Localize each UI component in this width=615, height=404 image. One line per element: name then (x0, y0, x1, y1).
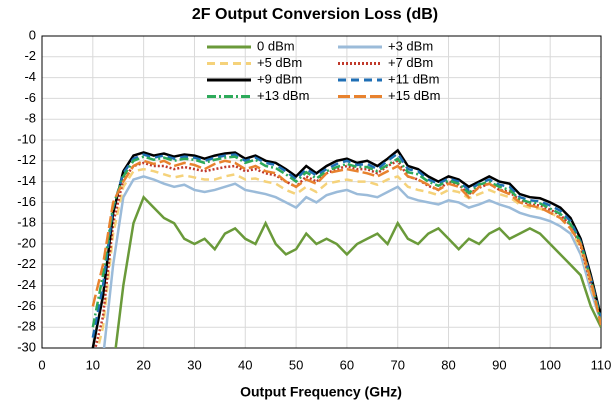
x-tick-label: 100 (539, 357, 561, 372)
y-tick-label: -30 (17, 339, 36, 354)
x-tick-label: 20 (136, 357, 150, 372)
y-tick-label: -12 (17, 152, 36, 167)
y-tick-label: 0 (29, 27, 36, 42)
x-tick-label: 60 (340, 357, 354, 372)
series-line (102, 175, 601, 348)
x-tick-label: 80 (441, 357, 455, 372)
series-line (91, 148, 601, 348)
y-tick-label: -28 (17, 319, 36, 334)
y-tick-label: -4 (24, 69, 36, 84)
series-line (91, 151, 601, 338)
legend-label: +7 dBm (388, 55, 433, 70)
x-tick-label: 30 (187, 357, 201, 372)
x-tick-label: 0 (38, 357, 45, 372)
series-line (94, 159, 601, 348)
x-tick-label: 90 (492, 357, 506, 372)
x-tick-label: 70 (390, 357, 404, 372)
legend-label: +11 dBm (388, 71, 439, 86)
y-tick-label: -22 (17, 256, 36, 271)
plot-lines (91, 148, 601, 348)
legend-label: +13 dBm (257, 88, 309, 103)
y-tick-label: -20 (17, 235, 36, 250)
legend-label: +15 dBm (388, 88, 440, 103)
x-tick-label: 10 (86, 357, 100, 372)
x-axis-label: Output Frequency (GHz) (240, 384, 402, 400)
legend-label: +5 dBm (257, 55, 302, 70)
legend-label: 0 dBm (257, 38, 295, 53)
y-tick-label: -18 (17, 215, 36, 230)
x-tick-label: 50 (289, 357, 303, 372)
y-tick-label: -24 (17, 277, 36, 292)
series-line (96, 167, 601, 348)
y-tick-label: -2 (24, 48, 36, 63)
y-tick-label: -8 (24, 111, 36, 126)
x-tick-label: 110 (591, 357, 612, 372)
plot-border (41, 35, 602, 349)
y-tick-label: -14 (17, 173, 36, 188)
y-tick-label: -10 (17, 131, 36, 146)
series-line (91, 159, 601, 326)
y-tick-label: -6 (24, 90, 36, 105)
series-line (114, 194, 601, 348)
chart-title: 2F Output Conversion Loss (dB) (192, 6, 438, 23)
y-tick-label: -26 (17, 298, 36, 313)
legend-label: +3 dBm (388, 38, 433, 53)
x-tick-label: 40 (238, 357, 252, 372)
y-tick-label: -16 (17, 194, 36, 209)
legend-label: +9 dBm (257, 71, 302, 86)
